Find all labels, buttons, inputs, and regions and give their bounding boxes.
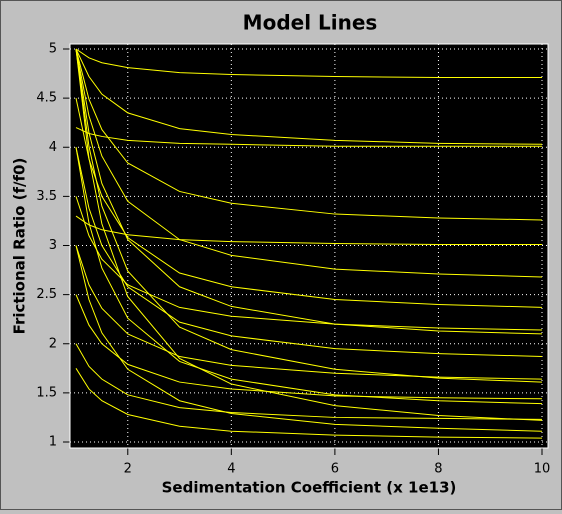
- model-line: [75, 147, 543, 405]
- model-line: [75, 343, 543, 420]
- y-tick-label: 2: [49, 336, 57, 351]
- grid: [70, 44, 548, 448]
- model-line: [75, 294, 543, 400]
- y-tick-label: 1.5: [36, 385, 57, 400]
- y-axis-label: Frictional Ratio (f/f0): [11, 158, 29, 335]
- model-line: [75, 48, 542, 78]
- model-line: [75, 127, 542, 147]
- y-tick-label: 4.5: [36, 91, 57, 106]
- model-line: [75, 245, 543, 432]
- x-tick-label: 2: [124, 462, 132, 477]
- x-tick-label: 6: [331, 462, 339, 477]
- y-tick-label: 3: [49, 238, 57, 253]
- x-tick-label: 8: [434, 462, 442, 477]
- x-tick-label: 4: [227, 462, 235, 477]
- model-line: [75, 48, 543, 421]
- y-tick-label: 4: [49, 140, 57, 155]
- y-tick-label: 3.5: [36, 189, 57, 204]
- plot-area: [70, 44, 548, 448]
- x-tick-label: 10: [534, 462, 551, 477]
- model-line: [75, 147, 543, 358]
- x-axis-label: Sedimentation Coefficient (x 1e13): [162, 479, 457, 497]
- model-line: [75, 368, 543, 439]
- model-line: [75, 245, 543, 380]
- y-tick-label: 2.5: [36, 287, 57, 302]
- axes: 2 4 6 8 10 1 1.5 2 2.5 3 3.5 4 4.5 5: [36, 42, 550, 477]
- y-tick-label: 1: [49, 435, 57, 450]
- model-line: [75, 48, 543, 145]
- plot-border: [69, 43, 549, 449]
- chart-title: Model Lines: [243, 11, 378, 35]
- lines: [75, 48, 543, 439]
- model-line: [75, 48, 543, 221]
- model-line: [75, 196, 543, 331]
- model-line: [75, 215, 542, 246]
- model-line: [75, 48, 543, 335]
- model-line: [75, 48, 543, 383]
- model-line: [75, 98, 543, 308]
- y-tick-label: 5: [49, 42, 57, 57]
